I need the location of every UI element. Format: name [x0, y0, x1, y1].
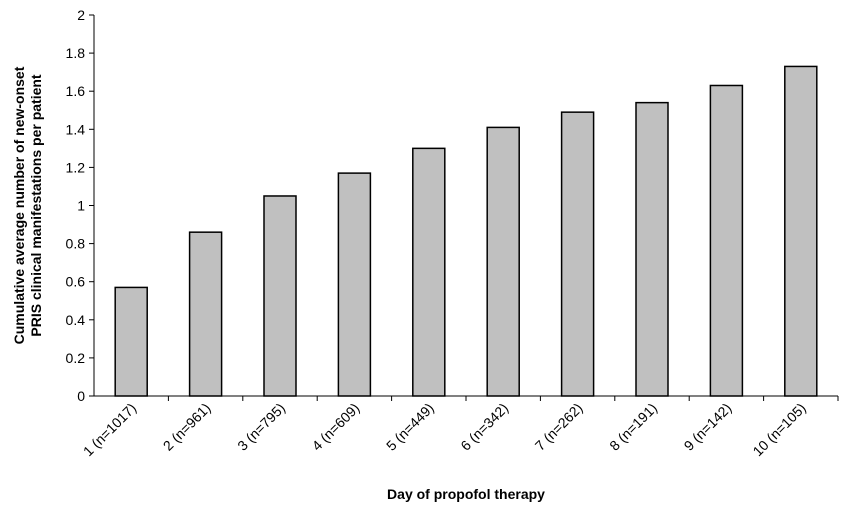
bar-day-4 [337, 172, 372, 397]
bar-day-8 [635, 101, 669, 397]
x-tick-label: 10 (n=105) [749, 400, 808, 459]
y-tick-label: 2 [77, 7, 85, 23]
bar-day-9 [709, 84, 744, 397]
y-tick-label: 0.4 [66, 312, 86, 328]
y-tick-label: 1.4 [66, 121, 86, 137]
bar-day-1 [114, 286, 148, 397]
x-axis-ticks: 1 (n=1017) 2 (n=961) 3 (n=795) 4 (n=609) 5 (… [80, 396, 839, 459]
y-tick-label: 0.6 [66, 274, 86, 290]
bar-day-6 [486, 126, 520, 397]
x-tick-label: 2 (n=961) [160, 400, 214, 454]
x-tick-label: 5 (n=449) [383, 400, 437, 454]
y-tick-label: 0 [77, 388, 85, 404]
y-tick-label: 1.2 [66, 159, 86, 175]
x-tick-label: 9 (n=142) [681, 400, 735, 454]
x-tick-label: 6 (n=342) [457, 400, 511, 454]
bar-day-3 [263, 195, 297, 397]
bars [114, 65, 818, 397]
x-tick-label: 1 (n=1017) [80, 400, 139, 459]
y-tick-label: 1.6 [66, 83, 86, 99]
y-tick-label: 0.8 [66, 236, 86, 252]
y-tick-label: 1 [77, 198, 85, 214]
x-tick-label: 8 (n=191) [606, 400, 660, 454]
bar-day-7 [560, 111, 595, 397]
bar-day-2 [188, 231, 223, 397]
y-axis-title-line-2: PRIS clinical manifestations per patient [28, 74, 44, 337]
x-tick-label: 4 (n=609) [309, 400, 363, 454]
bar-day-5 [412, 147, 446, 397]
bar-day-10 [784, 65, 818, 397]
y-axis-ticks: 0 0.2 0.4 0.6 0.8 1 1.2 1.4 1.6 1.8 2 [66, 7, 94, 404]
y-tick-label: 0.2 [66, 350, 86, 366]
y-axis-title-line-1: Cumulative average number of new-onset [11, 66, 27, 344]
x-axis-title: Day of propofol therapy [387, 486, 545, 502]
x-tick-label: 3 (n=795) [234, 400, 288, 454]
x-tick-label: 7 (n=262) [532, 400, 586, 454]
y-tick-label: 1.8 [66, 45, 86, 61]
